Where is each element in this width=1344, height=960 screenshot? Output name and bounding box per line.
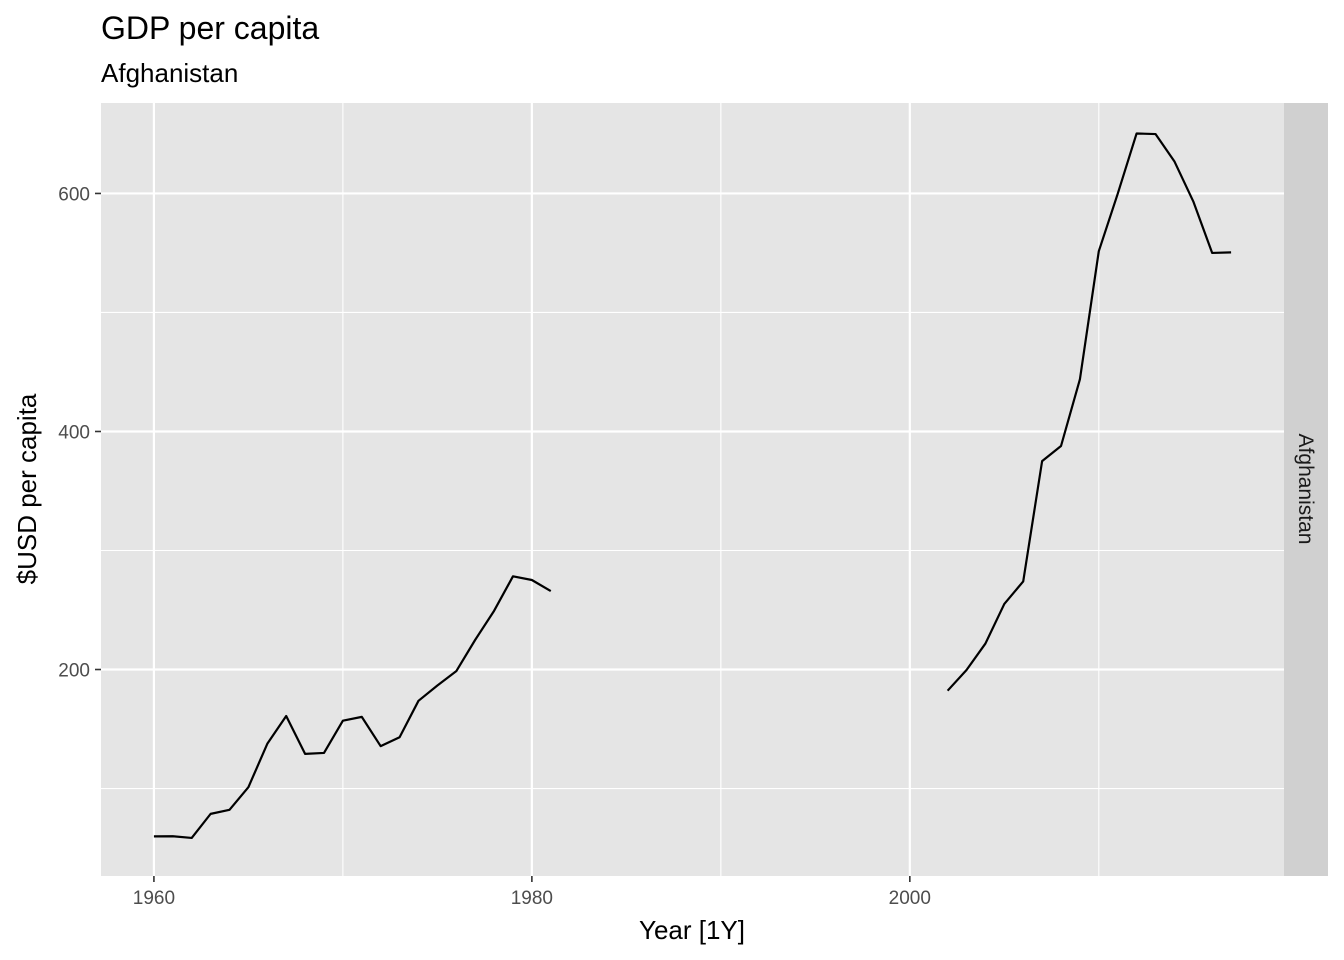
y-tick-label: 600 [58, 184, 90, 205]
facet-strip-label: Afghanistan [1294, 434, 1317, 545]
minor-gridlines [101, 103, 1284, 876]
y-tick-label: 400 [58, 422, 90, 443]
y-axis-title: $USD per capita [12, 393, 42, 584]
series-line [153, 132, 1232, 840]
major-gridlines [101, 103, 1284, 876]
facet-strip [1284, 103, 1328, 876]
x-tick-label: 1980 [511, 888, 553, 909]
chart-title: GDP per capita [101, 10, 319, 46]
x-axis-title: Year [1Y] [639, 915, 745, 945]
x-axis: 1960 1980 2000 [133, 876, 931, 909]
y-axis: 200 400 600 [58, 184, 101, 682]
chart-subtitle: Afghanistan [101, 58, 238, 88]
y-tick-label: 200 [58, 661, 90, 682]
series-lines [153, 132, 1232, 840]
x-tick-label: 2000 [889, 888, 931, 909]
x-tick-label: 1960 [133, 888, 175, 909]
plot-panel [101, 103, 1284, 876]
